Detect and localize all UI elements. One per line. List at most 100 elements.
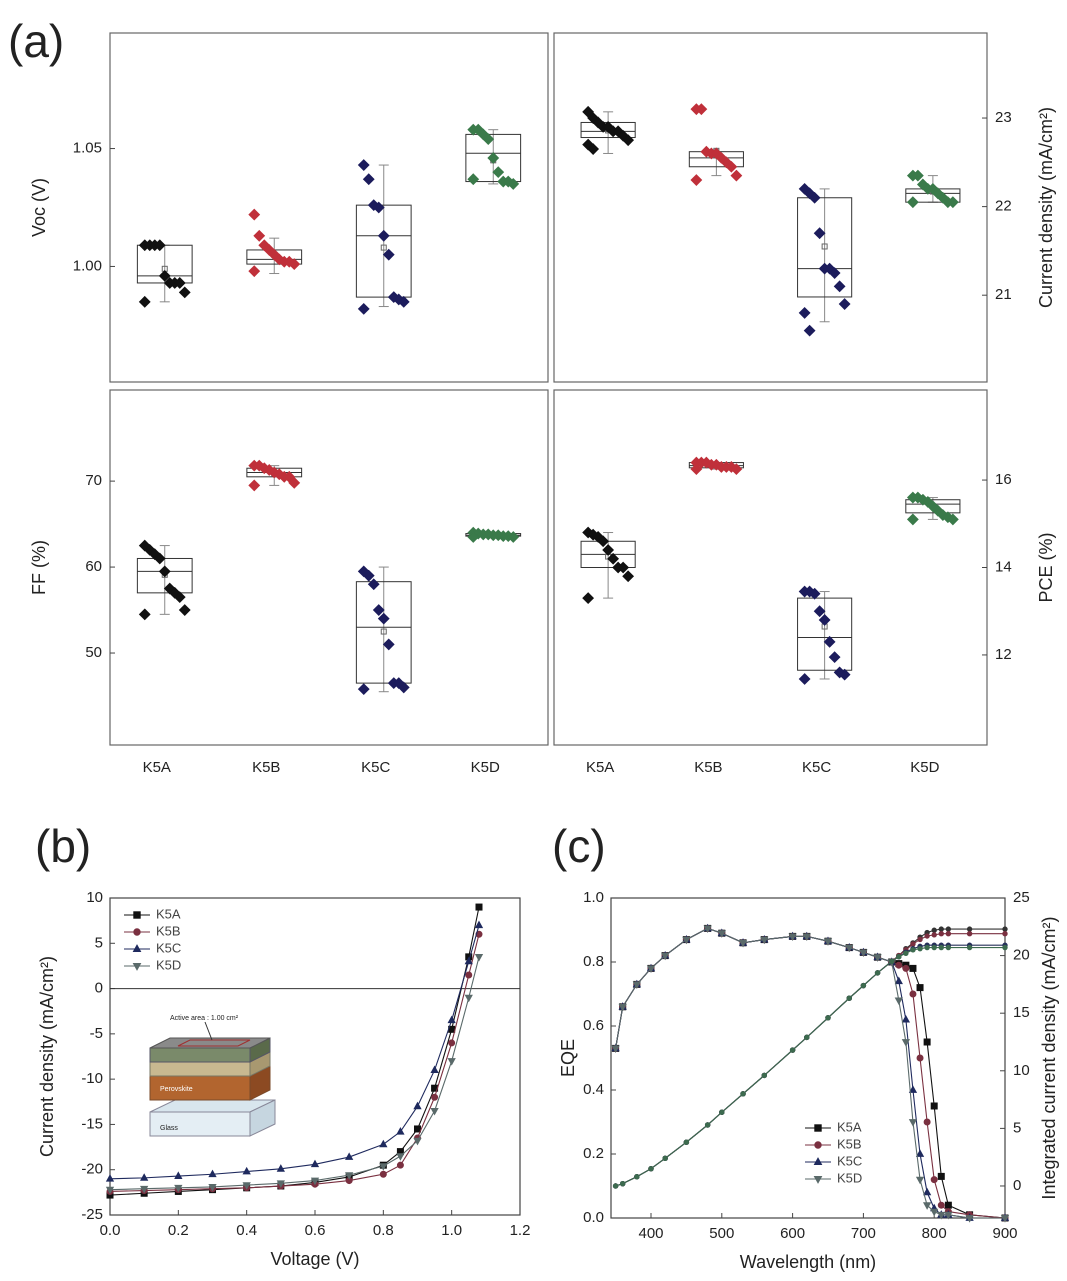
marker — [910, 941, 916, 947]
x-tick-label: 600 — [780, 1225, 805, 1242]
x-axis-label: Wavelength (nm) — [740, 1252, 876, 1272]
x-tick-label: 0.8 — [373, 1222, 394, 1239]
marker — [917, 945, 923, 952]
x-tick-label: K5B — [252, 759, 280, 776]
legend-text: K5B — [837, 1136, 862, 1151]
x-axis-label: Voltage (V) — [270, 1249, 359, 1269]
marker — [813, 1175, 823, 1184]
marker — [397, 681, 410, 694]
marker — [414, 1125, 421, 1133]
marker — [253, 229, 266, 242]
marker — [808, 587, 821, 600]
marker — [310, 1177, 320, 1186]
marker — [906, 513, 919, 526]
marker — [833, 280, 846, 293]
marker — [825, 1015, 831, 1021]
marker — [695, 103, 708, 116]
marker — [910, 947, 916, 953]
marker — [661, 952, 670, 961]
x-tick-label: 900 — [992, 1225, 1017, 1242]
y-axis-label: PCE (%) — [1036, 532, 1056, 602]
marker — [607, 552, 620, 565]
marker — [382, 638, 395, 651]
x-tick-label: K5D — [910, 759, 939, 776]
marker — [923, 1038, 931, 1046]
marker — [288, 476, 301, 489]
marker — [1000, 1215, 1010, 1223]
marker — [617, 561, 630, 574]
marker — [909, 990, 917, 998]
x-tick-label: 800 — [922, 1225, 947, 1242]
marker — [174, 1184, 183, 1193]
y-tick-label: 1.05 — [73, 140, 102, 157]
marker — [930, 1208, 939, 1217]
marker — [174, 1171, 183, 1179]
marker — [105, 1186, 115, 1195]
marker — [357, 159, 370, 171]
x-tick-label: 700 — [851, 1225, 876, 1242]
marker — [208, 1184, 217, 1192]
marker — [931, 927, 937, 933]
marker — [916, 984, 924, 992]
legend-text: K5A — [156, 906, 181, 921]
marker — [467, 531, 480, 543]
marker — [431, 1093, 439, 1101]
legend-text: K5C — [837, 1153, 862, 1168]
marker — [901, 1014, 911, 1023]
x-tick-label: K5D — [471, 759, 500, 776]
marker — [838, 668, 851, 681]
marker — [288, 258, 301, 271]
marker — [803, 324, 816, 337]
marker — [945, 931, 952, 937]
marker — [662, 1155, 668, 1162]
device-inset: Active area : 1.00 cm² Perovskite Glass — [149, 1015, 276, 1137]
plot-frame — [610, 897, 1006, 1219]
marker — [937, 1211, 946, 1220]
marker — [860, 982, 867, 989]
plot-frame — [109, 389, 549, 746]
y-tick-label: 10 — [86, 889, 103, 906]
marker — [946, 196, 959, 209]
marker — [465, 971, 473, 979]
marker — [622, 570, 635, 583]
legend-text: K5C — [156, 940, 181, 955]
y2-tick-label: 15 — [1013, 1004, 1030, 1021]
x-tick-label: 0.6 — [305, 1222, 326, 1239]
marker — [690, 463, 703, 476]
marker — [725, 160, 738, 173]
marker — [379, 1139, 388, 1148]
marker — [396, 1161, 404, 1169]
marker — [965, 1215, 974, 1223]
marker — [944, 1201, 952, 1209]
y-tick-label: -20 — [81, 1161, 103, 1178]
marker — [808, 191, 821, 204]
marker — [208, 1169, 217, 1178]
marker — [683, 1139, 690, 1145]
series-line — [615, 928, 1005, 1187]
plot-frame — [553, 32, 988, 383]
marker — [682, 936, 691, 945]
marker — [924, 933, 930, 939]
active-area-pointer — [204, 1021, 213, 1041]
y2-tick-label: 20 — [1013, 947, 1030, 964]
x-tick-label: 0.4 — [236, 1222, 257, 1239]
marker — [377, 612, 390, 625]
marker — [597, 535, 610, 548]
marker — [242, 1166, 251, 1175]
marker — [372, 201, 385, 214]
marker — [379, 1170, 387, 1178]
marker — [922, 1187, 932, 1196]
x-tick-label: 1.0 — [441, 1222, 462, 1239]
marker — [618, 1003, 627, 1012]
marker — [937, 1201, 945, 1209]
marker — [396, 1153, 405, 1161]
box — [797, 597, 853, 671]
y2-tick-label: 25 — [1013, 889, 1030, 906]
marker — [966, 931, 973, 937]
marker — [813, 1157, 823, 1166]
y-tick-label: 70 — [85, 472, 102, 489]
marker — [345, 1152, 354, 1160]
panel-label: (b) — [35, 820, 91, 872]
x-tick-label: 400 — [638, 1225, 663, 1242]
y-tick-label: 5 — [95, 934, 103, 951]
